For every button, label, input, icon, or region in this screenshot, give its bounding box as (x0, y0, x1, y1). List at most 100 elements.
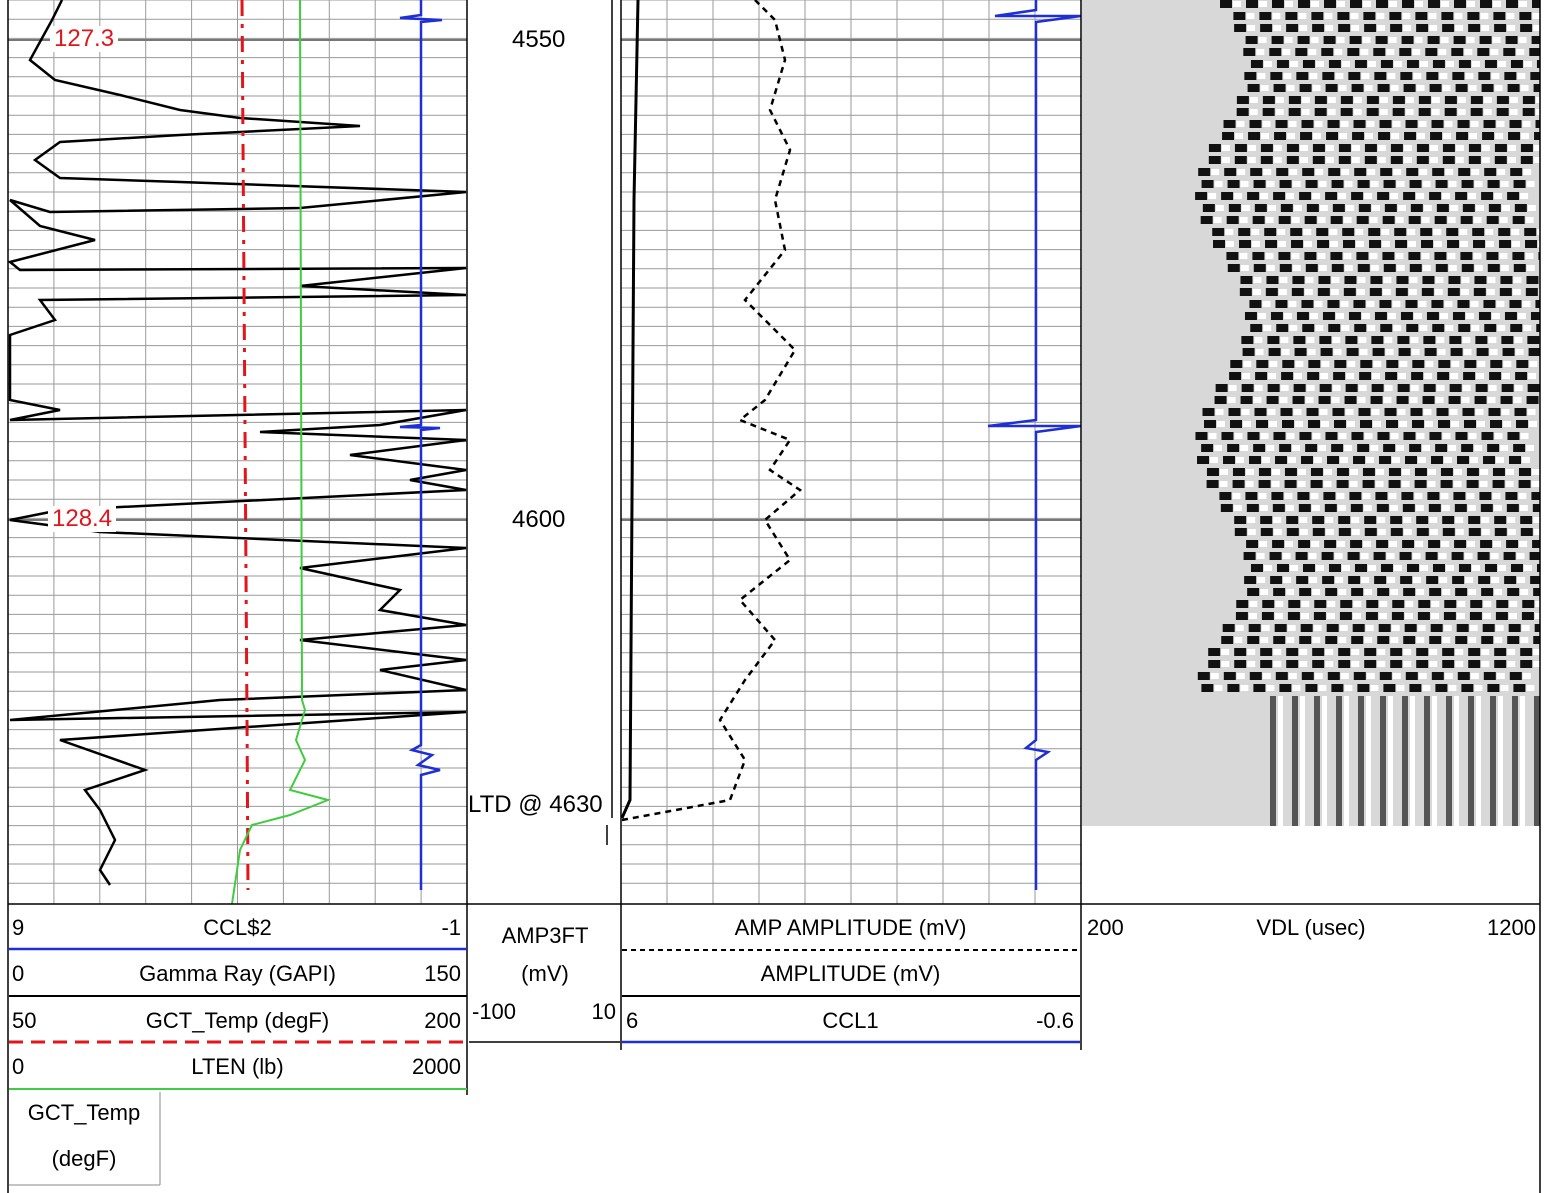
vdl-band (1458, 324, 1471, 332)
vdl-band (1486, 252, 1499, 260)
vdl-band-light (1533, 157, 1540, 163)
vdl-band-light (1325, 529, 1334, 535)
vdl-band (1397, 336, 1410, 344)
vdl-band (1271, 36, 1284, 44)
vdl-band (1411, 372, 1424, 380)
vdl-band-light (1312, 637, 1321, 643)
vdl-band (1431, 456, 1444, 464)
vdl-band (1234, 648, 1247, 656)
vdl-band-light (1337, 505, 1346, 511)
vdl-band (1423, 336, 1436, 344)
vdl-band (1507, 588, 1520, 596)
vdl-band (1312, 528, 1325, 536)
vdl-band-light (1262, 121, 1271, 127)
vdl-band-light (1273, 661, 1282, 667)
vdl-band-light (1318, 685, 1327, 691)
vdl-band-light (1428, 13, 1437, 19)
vdl-band-light (1517, 577, 1526, 583)
vdl-band (1514, 204, 1527, 212)
vdl-image (1195, 0, 1554, 826)
vdl-band (1518, 480, 1531, 488)
vdl-band (1364, 156, 1377, 164)
vdl-band-light (1285, 505, 1294, 511)
vdl-band (1317, 240, 1330, 248)
vdl-band-light (1262, 301, 1271, 307)
vdl-band-light (1257, 313, 1266, 319)
vdl-band (1473, 288, 1486, 296)
vdl-band (1494, 660, 1507, 668)
vdl-band-light (1392, 457, 1401, 463)
vdl-band-light (1412, 49, 1421, 55)
vdl-band (1262, 108, 1275, 116)
vdl-band (1322, 576, 1335, 584)
ccl2-left-scale: 9 (12, 915, 25, 940)
vdl-band (1334, 420, 1347, 428)
vdl-band (1383, 264, 1396, 272)
gct-temp-name: GCT_Temp (degF) (145, 1008, 330, 1033)
vdl-band-light (1288, 673, 1297, 679)
vdl-band (1214, 396, 1227, 404)
vdl-band (1377, 636, 1390, 644)
vdl-band-light (1297, 469, 1306, 475)
vdl-band (1348, 576, 1361, 584)
vdl-band (1458, 168, 1471, 176)
vdl-band-light (1299, 145, 1308, 151)
vdl-band (1466, 468, 1479, 476)
vdl-band (1536, 60, 1540, 68)
vdl-band (1474, 276, 1487, 284)
gamma-name: Gamma Ray (GAPI) (139, 961, 336, 986)
vdl-band-light (1403, 145, 1412, 151)
vdl-band (1382, 252, 1395, 260)
vdl-band-light (1520, 637, 1529, 643)
vdl-band-light (1494, 85, 1503, 91)
ltd-label: LTD @ 4630 (468, 791, 603, 818)
vdl-band-light (1377, 517, 1386, 523)
vdl-band-light (1349, 481, 1358, 487)
vdl-band (1533, 636, 1540, 644)
vdl-band-light (1494, 433, 1503, 439)
vdl-band-light (1351, 517, 1360, 523)
vdl-band (1481, 636, 1494, 644)
vdl-band (1416, 516, 1429, 524)
vdl-band (1228, 204, 1241, 212)
vdl-band (1273, 588, 1286, 596)
vdl-band-light (1547, 133, 1554, 139)
vdl-band-light (1482, 613, 1491, 619)
vdl-band (1378, 624, 1391, 632)
vdl-band (1504, 312, 1517, 320)
vdl-band-light (1523, 61, 1532, 67)
vdl-band-light (1379, 109, 1388, 115)
vdl-band (1252, 216, 1265, 224)
vdl-band-light (1239, 253, 1248, 259)
track1-grid (8, 0, 467, 904)
vdl-band (1374, 72, 1387, 80)
vdl-band-light (1341, 61, 1350, 67)
vdl-band (1426, 576, 1439, 584)
vdl-band (1475, 336, 1488, 344)
vdl-band (1455, 636, 1468, 644)
vdl-band-light (1311, 541, 1320, 547)
vdl-band-light (1252, 241, 1261, 247)
vdl-band (1458, 60, 1471, 68)
vdl-band (1337, 12, 1350, 20)
amp-amplitude-name: AMP AMPLITUDE (mV) (734, 915, 967, 940)
vdl-band-light (1437, 349, 1446, 355)
vdl-band (1338, 516, 1351, 524)
vdl-band (1305, 180, 1318, 188)
vdl-band-light (1389, 505, 1398, 511)
vdl-band-light (1439, 313, 1448, 319)
vdl-band (1418, 96, 1431, 104)
vdl-band (1310, 480, 1323, 488)
vdl-band (1522, 600, 1535, 608)
vdl-band-light (1338, 637, 1347, 643)
vdl-band (1409, 684, 1422, 692)
gct-temp-box-line2: (degF) (51, 1146, 117, 1171)
vdl-band-light (1351, 157, 1360, 163)
vdl-stripe (1534, 696, 1540, 826)
vdl-band-light (1299, 649, 1308, 655)
vdl-band-light (1325, 649, 1334, 655)
vdl-band (1302, 324, 1315, 332)
vdl-band (1302, 168, 1315, 176)
vdl-band (1402, 504, 1415, 512)
vdl-band-light (1505, 469, 1514, 475)
